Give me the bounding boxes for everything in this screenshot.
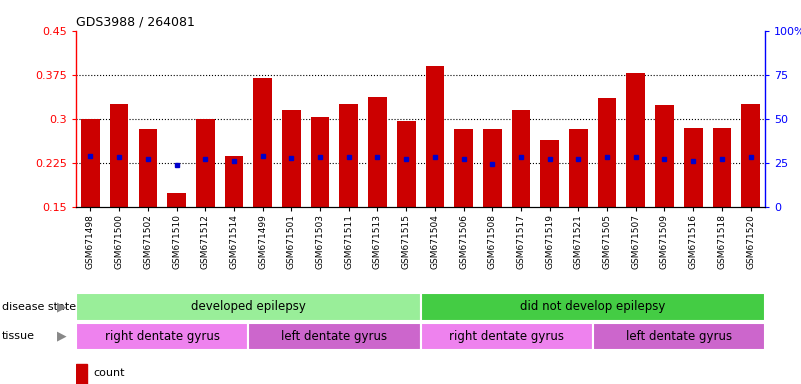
Text: GSM671500: GSM671500 xyxy=(115,214,123,269)
Bar xyxy=(224,156,244,207)
Text: GSM671507: GSM671507 xyxy=(631,214,640,269)
Bar xyxy=(253,78,272,207)
Text: GSM671505: GSM671505 xyxy=(602,214,612,269)
Text: ▶: ▶ xyxy=(57,300,66,313)
Text: GSM671506: GSM671506 xyxy=(459,214,468,269)
Bar xyxy=(483,129,501,207)
Bar xyxy=(196,119,215,207)
Text: GSM671503: GSM671503 xyxy=(316,214,324,269)
Bar xyxy=(81,119,100,207)
Bar xyxy=(454,129,473,207)
Bar xyxy=(684,129,702,207)
Bar xyxy=(421,293,765,321)
Text: GSM671512: GSM671512 xyxy=(201,214,210,269)
Bar xyxy=(248,323,421,350)
Text: GSM671502: GSM671502 xyxy=(143,214,152,269)
Bar xyxy=(598,98,617,207)
Text: GDS3988 / 264081: GDS3988 / 264081 xyxy=(76,15,195,28)
Text: GSM671510: GSM671510 xyxy=(172,214,181,269)
Text: GSM671518: GSM671518 xyxy=(718,214,727,269)
Text: count: count xyxy=(94,368,125,379)
Text: GSM671515: GSM671515 xyxy=(401,214,411,269)
Bar xyxy=(655,106,674,207)
Bar xyxy=(512,110,530,207)
Text: GSM671516: GSM671516 xyxy=(689,214,698,269)
Text: developed epilepsy: developed epilepsy xyxy=(191,300,306,313)
Bar xyxy=(541,140,559,207)
Bar xyxy=(425,66,445,207)
Text: GSM671519: GSM671519 xyxy=(545,214,554,269)
Bar xyxy=(741,104,760,207)
Bar xyxy=(76,323,248,350)
Bar xyxy=(626,73,645,207)
Bar xyxy=(139,129,157,207)
Bar xyxy=(713,129,731,207)
Text: GSM671509: GSM671509 xyxy=(660,214,669,269)
Bar xyxy=(569,129,588,207)
Text: right dentate gyrus: right dentate gyrus xyxy=(105,330,219,343)
Text: GSM671517: GSM671517 xyxy=(517,214,525,269)
Bar xyxy=(110,104,128,207)
Text: GSM671501: GSM671501 xyxy=(287,214,296,269)
Bar xyxy=(340,104,358,207)
Text: left dentate gyrus: left dentate gyrus xyxy=(626,330,732,343)
Bar xyxy=(421,323,593,350)
Bar xyxy=(76,364,87,384)
Text: GSM671504: GSM671504 xyxy=(430,214,440,269)
Text: ▶: ▶ xyxy=(57,330,66,343)
Text: GSM671508: GSM671508 xyxy=(488,214,497,269)
Bar xyxy=(282,110,300,207)
Text: disease state: disease state xyxy=(2,302,76,312)
Bar xyxy=(311,117,329,207)
Text: did not develop epilepsy: did not develop epilepsy xyxy=(520,300,666,313)
Text: GSM671499: GSM671499 xyxy=(258,214,268,269)
Bar xyxy=(593,323,765,350)
Bar xyxy=(396,121,416,207)
Text: GSM671514: GSM671514 xyxy=(229,214,239,269)
Text: GSM671520: GSM671520 xyxy=(746,214,755,269)
Text: tissue: tissue xyxy=(2,331,34,341)
Bar xyxy=(167,193,186,207)
Text: GSM671521: GSM671521 xyxy=(574,214,583,269)
Text: GSM671513: GSM671513 xyxy=(373,214,382,269)
Text: GSM671511: GSM671511 xyxy=(344,214,353,269)
Text: left dentate gyrus: left dentate gyrus xyxy=(281,330,388,343)
Text: right dentate gyrus: right dentate gyrus xyxy=(449,330,564,343)
Bar xyxy=(76,293,421,321)
Text: GSM671498: GSM671498 xyxy=(86,214,95,269)
Bar xyxy=(368,97,387,207)
